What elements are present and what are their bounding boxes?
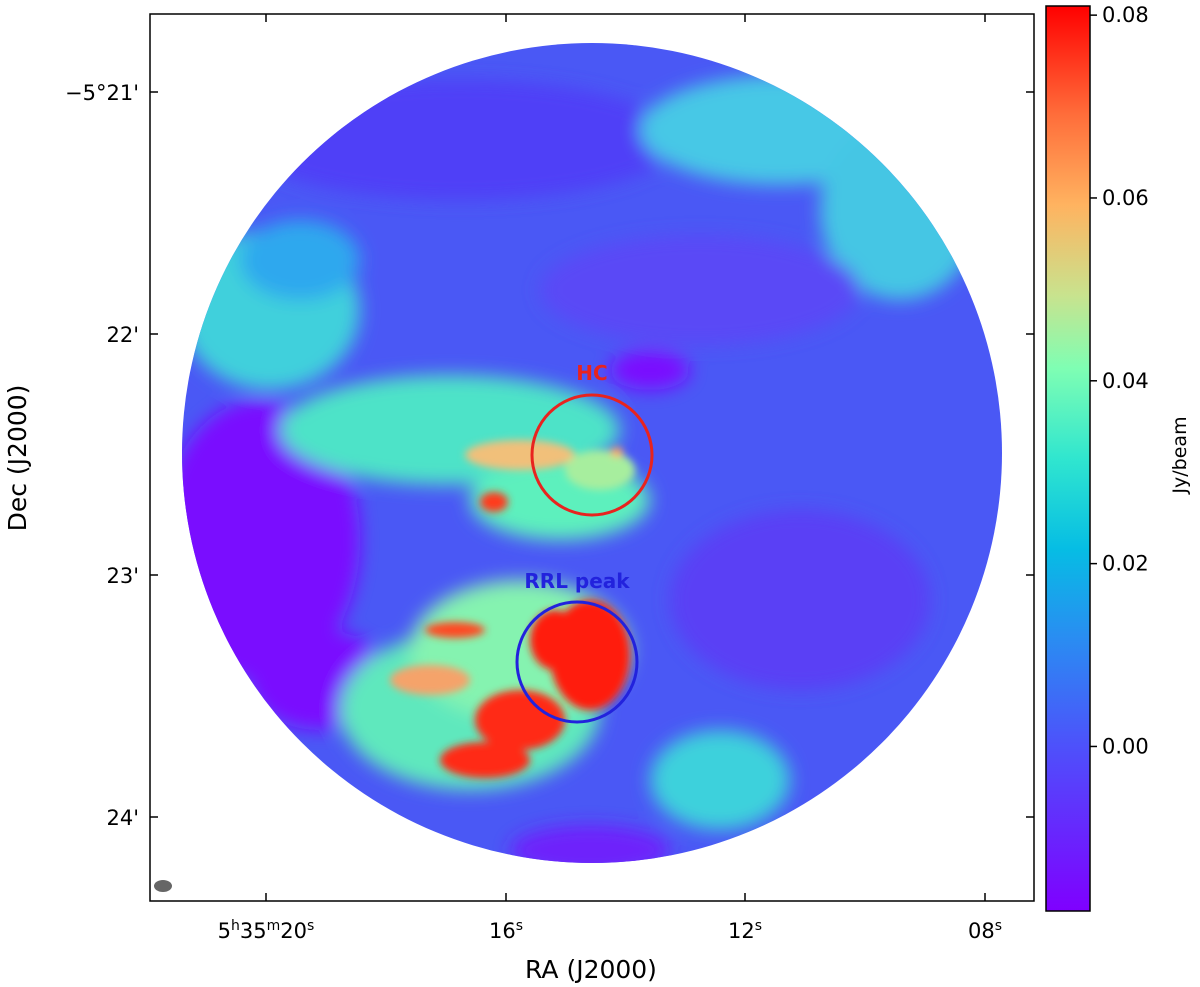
colorbar-label: Jy/beam <box>1169 416 1191 494</box>
region-label: RRL peak <box>524 569 630 593</box>
regions: HC RRL peak <box>515 361 654 724</box>
x-tick-label: 12s <box>728 918 762 943</box>
intensity-map <box>182 43 1002 863</box>
y-tick-label: 24' <box>107 806 140 830</box>
colorbar-tick-label: 0.02 <box>1102 552 1149 576</box>
beam-ellipse <box>154 880 172 892</box>
colorbar-tick-label: 0.04 <box>1102 369 1149 393</box>
colorbar <box>1045 5 1091 912</box>
x-axis-title: RA (J2000) <box>525 955 657 984</box>
region-circle <box>530 393 654 517</box>
plot-frame <box>149 13 1035 902</box>
colorbar-tick-label: 0.08 <box>1102 3 1149 27</box>
region-circle <box>515 600 639 724</box>
colorbar-ticks: 0.08 0.06 0.04 0.02 0.00 <box>1090 3 1149 758</box>
y-tick-label: −5°21' <box>65 81 139 105</box>
y-tick-label: 23' <box>107 564 140 588</box>
x-tick-label: 16s <box>489 918 523 943</box>
colorbar-tick-label: 0.00 <box>1102 734 1149 758</box>
axes: 5h35m20s 16s 12s 08s −5°21' 22' 23' 24' <box>65 14 1034 943</box>
y-tick-label: 22' <box>107 323 140 347</box>
colorbar-tick-label: 0.06 <box>1102 186 1149 210</box>
x-tick-label: 08s <box>968 918 1002 943</box>
y-axis-title: Dec (J2000) <box>3 385 32 532</box>
x-tick-label: 5h35m20s <box>218 918 315 943</box>
region-label: HC <box>576 361 607 385</box>
